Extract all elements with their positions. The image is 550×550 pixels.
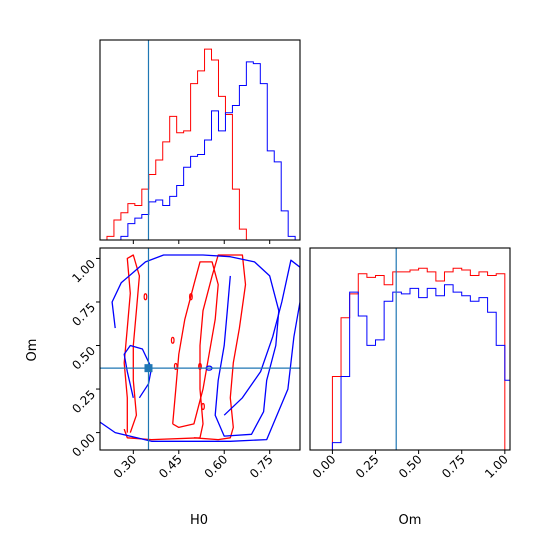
contour-red [123, 254, 247, 441]
h0-hist-series [100, 48, 300, 240]
contour-blue [100, 259, 300, 442]
om-hist-series [310, 267, 510, 450]
om-y-tick-label: 0.00 [69, 431, 98, 460]
om-hist-red [310, 267, 510, 450]
om-x-tick-label: 0.25 [353, 452, 382, 481]
contour-red-island [189, 293, 193, 301]
panel-h0-om-contours: 0.30 0.45 0.60 0.75 0.00 0.25 0.50 0.75 1.00 [69, 247, 301, 481]
om-x-tick-label: 0.00 [310, 452, 339, 481]
om-hist-frame [309, 247, 511, 451]
truth-marker [144, 364, 153, 373]
h0-hist-frame [99, 39, 301, 241]
contour-red-island [201, 402, 205, 411]
h0-hist-blue [100, 61, 300, 240]
om-y-tick-label: 0.75 [69, 300, 98, 329]
contour-red-island [173, 362, 178, 371]
om-x-tick-label: 0.50 [396, 452, 425, 481]
panel-om-histogram: 0.00 0.25 0.50 0.75 1.00 [309, 247, 511, 481]
om-x-tick-label: 1.00 [482, 452, 511, 481]
contour-red-island [170, 336, 175, 344]
panel-h0-histogram [99, 39, 301, 244]
h0-tick-label: 0.75 [247, 452, 276, 481]
contour-red-island [198, 362, 202, 371]
h0-tick-label: 0.30 [111, 452, 140, 481]
om-hist-blue [310, 284, 510, 450]
xlabel-h0: H0 [190, 513, 208, 528]
xlabel-om: Om [399, 513, 422, 528]
h0-tick-label: 0.60 [202, 452, 231, 481]
contour-red [123, 254, 141, 433]
contour-series [100, 254, 300, 442]
om-x-tick-label: 0.75 [439, 452, 468, 481]
om-y-tick-label: 0.50 [69, 344, 98, 373]
contour-frame [99, 247, 301, 451]
ylabel-om: Om [25, 339, 40, 362]
contour-red-island [143, 293, 148, 301]
h0-hist-red [100, 48, 300, 240]
contour-blue [111, 254, 280, 437]
om-y-tick-label: 0.25 [69, 387, 98, 416]
contour-red [172, 261, 219, 429]
om-y-tick-label: 1.00 [69, 257, 98, 286]
h0-tick-label: 0.45 [156, 452, 185, 481]
